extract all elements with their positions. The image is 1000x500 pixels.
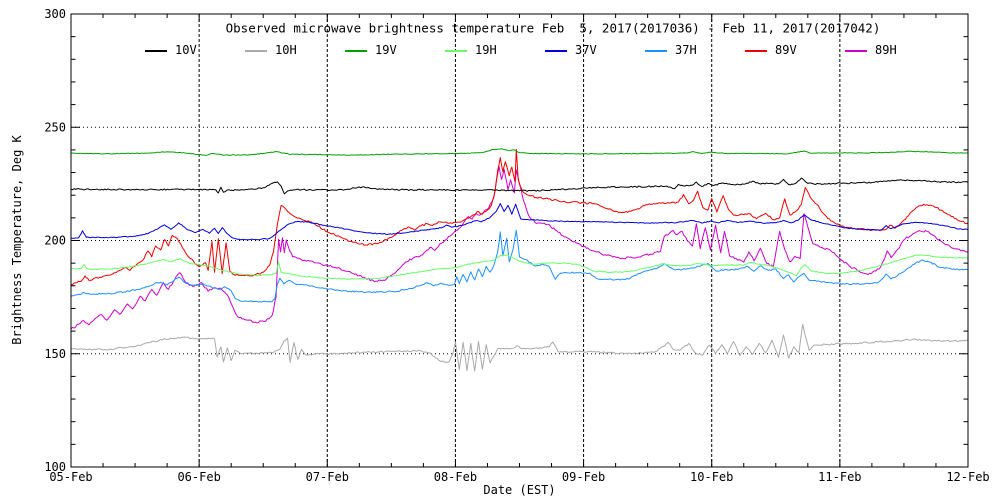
y-tick-label: 250 (44, 120, 66, 134)
legend-item-10V: 10V (145, 44, 197, 57)
x-tick-label: 06-Feb (177, 470, 220, 484)
legend-swatch-19H (445, 49, 467, 52)
series-line-37H (70, 229, 969, 303)
legend-item-10H: 10H (245, 44, 297, 57)
x-tick-label: 08-Feb (434, 470, 477, 484)
series-line-19H (70, 254, 969, 280)
x-tick-label: 09-Feb (562, 470, 605, 484)
legend-item-19H: 19H (445, 44, 497, 57)
series-line-37V (70, 203, 969, 241)
legend-label: 37V (575, 43, 597, 57)
series-line-10V (70, 177, 969, 195)
legend-swatch-89H (845, 49, 867, 52)
chart-title: Observed microwave brightness temperatur… (225, 20, 881, 36)
gridlines (71, 14, 968, 467)
y-tick-label: 300 (44, 7, 66, 21)
y-tick-label: 150 (44, 347, 66, 361)
x-tick-label: 05-Feb (49, 470, 92, 484)
legend-label: 19V (375, 43, 397, 57)
legend-item-89H: 89H (845, 44, 897, 57)
series-line-19V (70, 148, 969, 156)
legend-label: 10H (275, 43, 297, 57)
legend-swatch-19V (345, 49, 367, 52)
series-line-89V (70, 148, 969, 286)
legend-item-37V: 37V (545, 44, 597, 57)
y-tick-label: 200 (44, 234, 66, 248)
legend-label: 89V (775, 43, 797, 57)
series-line-10H (70, 323, 969, 372)
legend-label: 89H (875, 43, 897, 57)
tick-labels: 05-Feb 06-Feb 07-Feb 08-Feb 09-Feb 10-Feb 11-F… (44, 7, 989, 484)
x-tick-label: 10-Feb (690, 470, 733, 484)
legend-item-89V: 89V (745, 44, 797, 57)
legend-swatch-37H (645, 49, 667, 52)
x-tick-label: 12-Feb (946, 470, 989, 484)
legend-swatch-10V (145, 49, 167, 52)
legend-label: 10V (175, 43, 197, 57)
axis-ticks (70, 14, 969, 467)
y-tick-label: 100 (44, 460, 66, 474)
x-axis-title: Date (EST) (483, 483, 556, 497)
legend-swatch-37V (545, 49, 567, 52)
legend-label: 37H (675, 43, 697, 57)
series-lines (70, 148, 969, 372)
x-tick-label: 11-Feb (818, 470, 861, 484)
legend-label: 19H (475, 43, 497, 57)
y-axis-title: Brightness Temperature, Deg K (10, 135, 24, 345)
legend-swatch-10H (245, 49, 267, 52)
legend-item-19V: 19V (345, 44, 397, 57)
legend-item-37H: 37H (645, 44, 697, 57)
x-tick-label: 07-Feb (306, 470, 349, 484)
series-line-89H (70, 165, 969, 330)
legend-swatch-89V (745, 49, 767, 52)
